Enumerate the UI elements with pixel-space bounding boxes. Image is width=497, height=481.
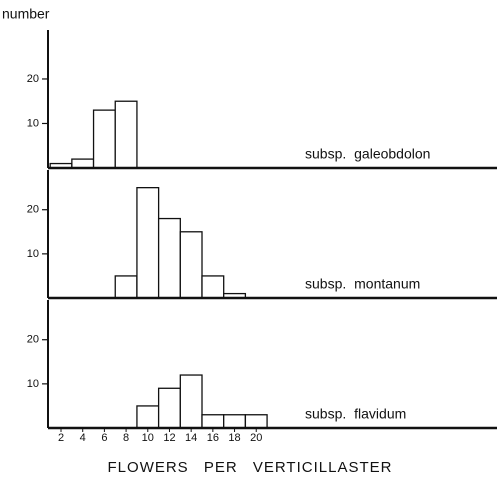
- bar: [179, 374, 203, 429]
- x-tick-label: 4: [80, 432, 86, 444]
- y-tick-label: 20: [27, 204, 39, 216]
- y-tick-label: 10: [27, 117, 39, 129]
- y-tick-label: 10: [27, 248, 39, 260]
- x-tick-label: 18: [228, 432, 240, 444]
- bar: [157, 387, 181, 429]
- y-axis-label: number: [2, 6, 50, 22]
- bar: [136, 187, 160, 299]
- x-tick-label: 10: [142, 432, 154, 444]
- y-tick-label: 20: [27, 73, 39, 85]
- bar: [92, 109, 116, 169]
- bar: [157, 217, 181, 299]
- panel-label: subsp. flavidum: [305, 406, 406, 422]
- y-tick-label: 10: [27, 378, 39, 390]
- x-tick-label: 2: [58, 432, 64, 444]
- x-tick-label: 12: [163, 432, 175, 444]
- x-tick-label: 20: [250, 432, 262, 444]
- x-tick-label: 6: [101, 432, 107, 444]
- bar: [114, 100, 138, 169]
- x-tick-label: 8: [123, 432, 129, 444]
- bar: [136, 405, 160, 429]
- x-axis-label: FLOWERS PER VERTICILLASTER: [108, 459, 393, 476]
- x-tick-label: 14: [185, 432, 197, 444]
- bar: [179, 231, 203, 299]
- panel-label: subsp. galeobdolon: [305, 146, 430, 162]
- y-tick-label: 20: [27, 334, 39, 346]
- bar: [71, 158, 95, 169]
- panel-label: subsp. montanum: [305, 276, 420, 292]
- bar: [244, 414, 268, 429]
- bar: [201, 275, 225, 299]
- bar: [223, 414, 247, 429]
- x-tick-label: 16: [207, 432, 219, 444]
- bar: [114, 275, 138, 299]
- bar: [201, 414, 225, 429]
